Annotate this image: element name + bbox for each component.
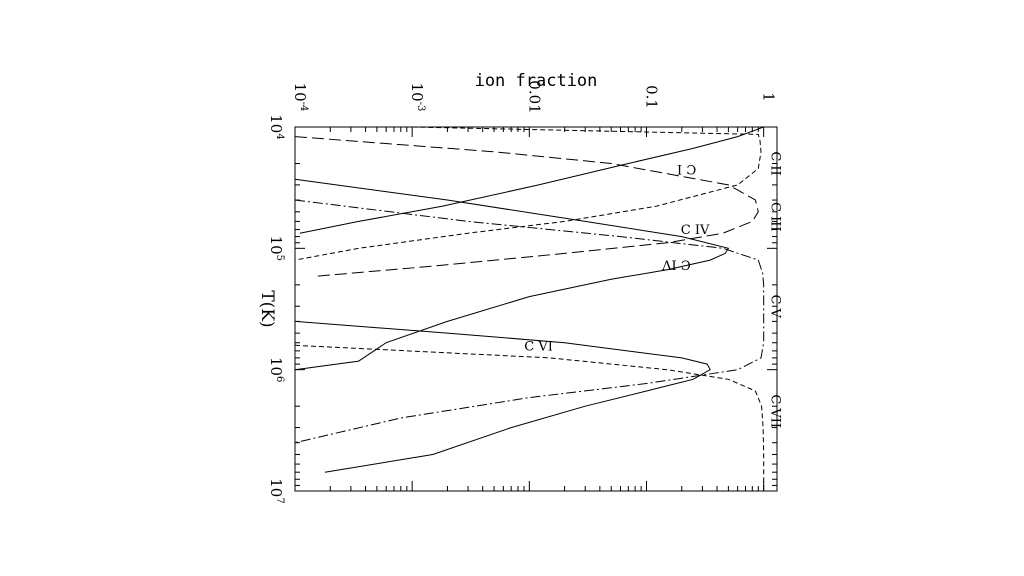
y-tick-label: 1 [760, 92, 778, 102]
annotation-c-iv: C IV [661, 257, 690, 272]
curve-c-v [294, 199, 765, 444]
tick-marks [294, 126, 777, 491]
annotation-c-iii: C III [768, 202, 783, 232]
plot-frame [294, 126, 778, 492]
curve-c-ii [294, 126, 762, 261]
y-tick-label: 10-4 [291, 83, 309, 112]
annotation-c-vi: C VI [524, 340, 553, 355]
curve-c-vi [294, 320, 711, 473]
curve-c-iii [294, 136, 759, 277]
curve-c-i [299, 126, 764, 234]
y-tick-label: 0.01 [525, 80, 543, 113]
annotation-c-v: C V [768, 294, 783, 318]
x-tick-label: 107 [267, 478, 285, 503]
x-tick-label: 106 [267, 357, 285, 382]
x-axis-title: T(K) [257, 290, 277, 327]
curves [294, 126, 765, 491]
curve-c-vii [294, 344, 765, 491]
y-axis-title: ion fraction [475, 71, 598, 91]
annotation-c-ii: C II [768, 151, 783, 175]
curve-c-iv [294, 178, 730, 371]
x-tick-label: 105 [267, 236, 285, 261]
x-tick-label: 104 [267, 114, 285, 139]
y-tick-label: 0.1 [643, 85, 661, 109]
annotation-c-i: C I [677, 161, 696, 176]
annotation-c-iv: C IV [681, 223, 710, 238]
annotation-c-vii: C VII [768, 394, 783, 428]
y-tick-label: 10-3 [408, 83, 426, 112]
curve-annotations: C I C II C III C IV C IV C V C VI C VII [524, 151, 782, 428]
